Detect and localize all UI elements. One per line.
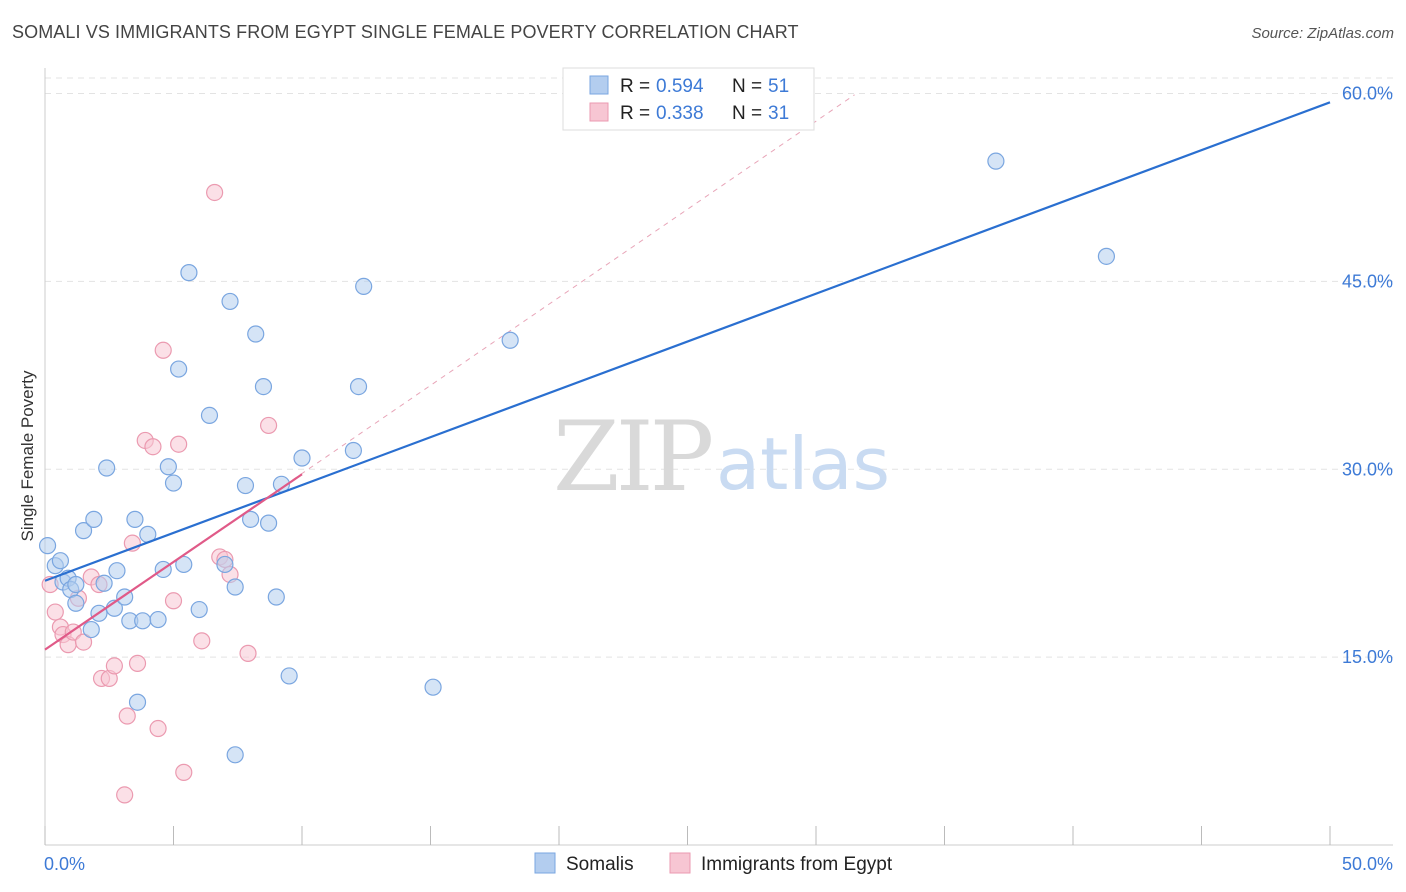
somali-point [82,620,100,639]
egypt-point [149,719,167,738]
egypt-point [170,435,188,453]
somali-point [170,360,188,378]
somali-point [226,578,244,596]
somali-point [242,510,260,528]
somali-point [149,610,167,629]
watermark-atlas: atlas [716,422,890,506]
y-tick-label: 60.0% [1342,84,1393,104]
egypt-points [41,183,278,804]
egypt-fit-line [44,473,303,651]
legend-r-value-egypt: 0.338 [656,103,704,124]
somali-point [987,152,1005,170]
legend-n-value-egypt: 31 [768,103,789,124]
somali-point [200,406,219,425]
source-label: Source: ZipAtlas.com [1251,25,1394,42]
somali-point [128,693,147,711]
legend-r-label-somali: R = [620,76,650,97]
somali-point [108,562,126,580]
egypt-point [128,654,147,672]
bottom-legend-swatch-egypt [669,852,691,874]
somali-point [51,552,70,570]
y-tick-label: 30.0% [1342,459,1393,479]
somali-point [349,378,368,396]
egypt-point [144,438,162,456]
somali-point [67,575,85,594]
x-tick-label-max: 50.0% [1342,854,1393,874]
somali-point [226,746,244,764]
somali-point [95,574,113,592]
bottom-legend-label-egypt: Immigrants from Egypt [701,854,893,875]
legend-swatch-somali [589,75,609,95]
somali-point [344,441,362,460]
egypt-point [118,707,136,725]
somali-point [38,537,57,555]
legend-r-value-somali: 0.594 [656,76,704,97]
axis-layer [44,68,1393,846]
somali-point [1097,247,1116,265]
somali-point [85,510,103,528]
legend-swatch-egypt [589,102,609,122]
x-tick-label-min: 0.0% [44,854,85,874]
legend-n-label-egypt: N = [732,103,762,124]
bottom-legend-swatch-somali [534,852,556,874]
somali-point [355,277,373,296]
egypt-point [46,603,64,621]
somali-point [67,594,85,612]
legend-r-label-egypt: R = [620,103,650,124]
egypt-point [74,633,93,651]
watermark: ZIP atlas [553,401,890,513]
somali-point [216,555,234,574]
somali-point [254,378,273,396]
egypt-point [193,632,211,650]
somali-point [236,476,255,495]
bottom-legend-label-somali: Somalis [566,854,634,875]
legend-n-label-somali: N = [732,76,762,97]
somali-point [134,612,152,630]
somali-point [267,588,285,606]
somali-point [190,600,208,619]
somali-point [259,514,278,532]
legend-n-value-somali: 51 [768,76,789,97]
top-legend: R = 0.594 N = 51 R = 0.338 N = 31 [562,67,815,131]
somali-point [221,292,239,311]
egypt-point [206,183,224,202]
y-tick-label: 15.0% [1342,647,1393,667]
somali-point [98,459,116,477]
somali-point [247,325,265,343]
somali-point [175,555,193,574]
egypt-point [116,786,134,804]
somali-point [280,667,298,685]
egypt-point [239,644,257,662]
egypt-point [175,763,193,781]
chart-title: SOMALI VS IMMIGRANTS FROM EGYPT SINGLE F… [12,22,799,42]
somali-point [180,264,198,282]
egypt-point [259,416,278,435]
y-axis-title: Single Female Poverty [18,370,37,542]
somali-point [293,449,311,467]
egypt-point [154,341,172,359]
somali-point [74,522,93,540]
grid-layer [45,77,1393,658]
tick-labels: 15.0% 30.0% 45.0% 60.0% 0.0% 50.0% [44,84,1393,874]
somali-point [159,458,177,476]
egypt-point [105,657,123,675]
watermark-zip: ZIP [553,401,712,513]
somali-point [501,331,519,349]
y-tick-label: 45.0% [1342,271,1393,291]
somali-point [164,474,183,492]
egypt-point [164,592,183,610]
somali-fit-line [44,101,1331,582]
somali-point [126,510,144,528]
bottom-legend: Somalis Immigrants from Egypt [534,852,893,875]
somali-point [424,678,442,696]
